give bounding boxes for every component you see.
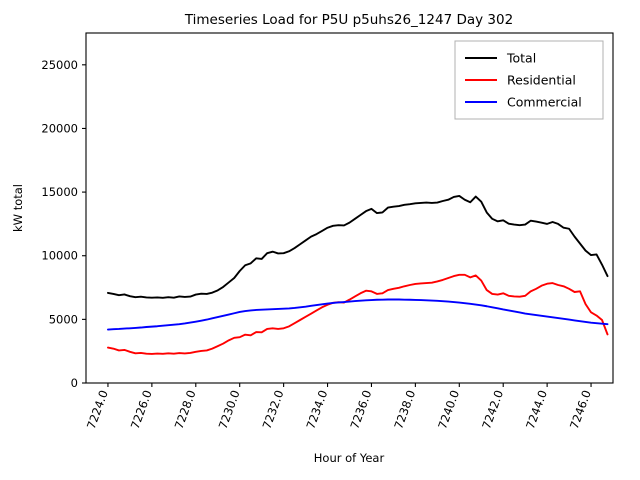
- legend-label-commercial: Commercial: [507, 95, 582, 110]
- y-tick-label: 15000: [41, 185, 78, 199]
- y-tick-label: 10000: [41, 249, 78, 263]
- series-line-residential: [107, 273, 609, 355]
- data-series-group: [107, 194, 609, 355]
- series-line-total: [107, 194, 609, 299]
- y-tick-label: 0: [71, 376, 78, 390]
- plot-area-frame: [85, 32, 614, 384]
- legend-label-total: Total: [506, 51, 536, 66]
- y-axis-ticks: 0 5000 10000 15000 20000 25000: [41, 58, 86, 390]
- series-line-commercial: [107, 298, 609, 331]
- chart-title: Timeseries Load for P5U p5uhs26_1247 Day…: [184, 12, 513, 28]
- y-axis-label: kW total: [11, 184, 25, 232]
- y-tick-label: 25000: [41, 58, 78, 72]
- x-axis-label: Hour of Year: [314, 451, 385, 465]
- y-tick-label: 5000: [49, 312, 78, 326]
- y-tick-label: 20000: [41, 121, 78, 135]
- chart-legend: Total Residential Commercial: [454, 40, 604, 120]
- legend-label-residential: Residential: [507, 73, 576, 88]
